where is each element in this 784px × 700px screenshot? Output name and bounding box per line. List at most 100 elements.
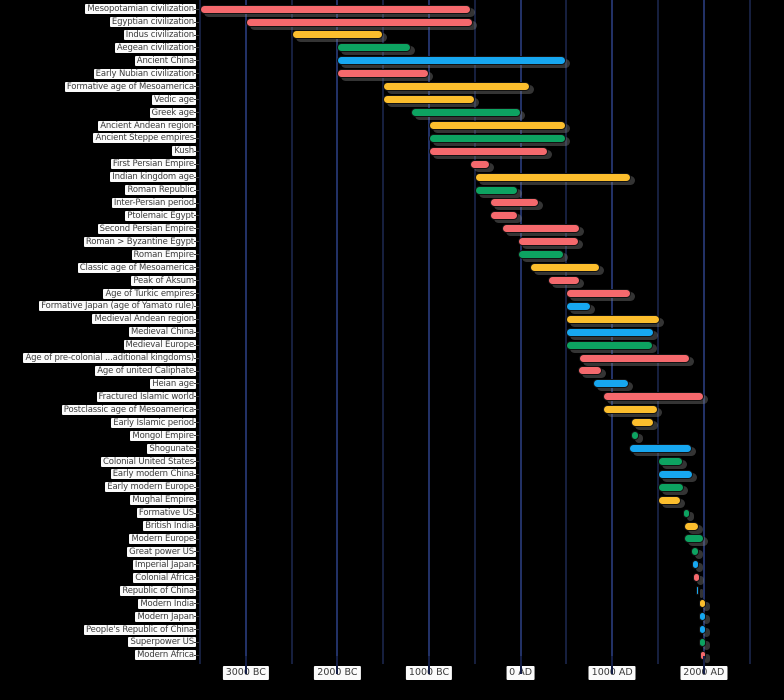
y-tick xyxy=(194,305,199,307)
row-label: Shogunate xyxy=(147,443,196,454)
row-label: Early modern Europe xyxy=(105,482,196,493)
y-tick xyxy=(194,254,199,256)
y-tick xyxy=(194,551,199,553)
timeline-bar xyxy=(683,521,699,531)
y-tick xyxy=(194,150,199,152)
timeline-bar xyxy=(593,379,630,389)
timeline-bar xyxy=(490,211,518,221)
timeline-bar xyxy=(683,508,691,518)
y-tick xyxy=(194,577,199,579)
y-tick xyxy=(194,60,199,62)
y-tick xyxy=(194,280,199,282)
timeline-bar xyxy=(658,482,684,492)
major-gridline xyxy=(244,0,247,664)
x-tick xyxy=(702,656,705,674)
row-label: Early Islamic period xyxy=(111,417,196,428)
timeline-bar xyxy=(410,107,521,117)
row-label: Age of pre-colonial ...aditional kingdom… xyxy=(23,353,196,364)
timeline-bar xyxy=(245,17,473,27)
minor-gridline xyxy=(473,0,476,664)
y-tick xyxy=(194,137,199,139)
timeline-bar xyxy=(566,288,631,298)
y-tick xyxy=(194,241,199,243)
y-tick xyxy=(194,21,199,23)
row-label: Ptolemaic Egypt xyxy=(125,210,196,221)
row-label: People's Republic of China xyxy=(83,624,196,635)
row-label: Imperial Japan xyxy=(132,559,196,570)
timeline-bar xyxy=(579,353,691,363)
row-label: Medieval Andean region xyxy=(92,314,196,325)
row-label: Modern Japan xyxy=(135,611,196,622)
row-label: Ancient Steppe empires xyxy=(93,133,196,144)
minor-gridline xyxy=(657,0,659,664)
minor-gridline xyxy=(290,0,293,664)
timeline-bar xyxy=(691,547,699,557)
row-label: Egyptian civilization xyxy=(109,17,196,28)
row-label: Formative US xyxy=(136,508,196,519)
timeline-bar xyxy=(470,159,491,169)
timeline-bar xyxy=(698,637,706,647)
timeline-bar xyxy=(337,43,411,53)
y-tick xyxy=(194,267,199,269)
row-label: Roman Empire xyxy=(131,249,196,260)
major-gridline xyxy=(519,0,522,664)
row-label: Postclassic age of Mesoamerica xyxy=(61,404,196,415)
timeline-bar xyxy=(517,237,580,247)
row-label: Mesopotamian civilization xyxy=(85,4,196,15)
timeline-bar xyxy=(429,133,567,143)
y-tick xyxy=(194,331,199,333)
row-label: Age of Turkic empires xyxy=(103,288,196,299)
timeline-bar xyxy=(474,172,631,182)
timeline-bar xyxy=(698,611,706,621)
y-tick xyxy=(194,73,199,75)
y-tick xyxy=(194,616,199,618)
x-tick xyxy=(611,656,614,674)
timeline-bar xyxy=(631,431,640,441)
timeline-bar xyxy=(429,120,567,130)
row-label: Early modern China xyxy=(110,469,196,480)
x-tick xyxy=(244,656,247,674)
timeline-bar xyxy=(383,95,475,105)
timeline-bar xyxy=(695,586,700,596)
timeline-bar xyxy=(698,599,706,609)
y-tick xyxy=(194,215,199,217)
x-tick xyxy=(519,656,522,674)
timeline-bar xyxy=(337,56,567,66)
y-tick xyxy=(194,473,199,475)
row-label: Colonial United States xyxy=(101,456,196,467)
row-label: Formative Japan (age of Yamato rule) xyxy=(39,301,196,312)
row-label: Heian age xyxy=(150,378,196,389)
y-tick xyxy=(194,629,199,630)
row-label: Classic age of Mesoamerica xyxy=(77,262,196,273)
y-tick xyxy=(194,176,199,178)
y-tick xyxy=(194,641,199,643)
y-tick xyxy=(194,512,199,514)
timeline-bar xyxy=(683,534,704,544)
row-label: Great power US xyxy=(127,546,196,557)
y-tick xyxy=(194,86,199,88)
timeline-bar xyxy=(603,405,658,415)
minor-gridline xyxy=(199,0,201,664)
row-label: Second Persian Empire xyxy=(97,223,196,234)
timeline-bar xyxy=(337,69,429,79)
y-tick xyxy=(194,112,199,114)
y-tick xyxy=(194,590,199,592)
y-tick xyxy=(194,435,199,437)
row-label: British India xyxy=(143,521,196,532)
timeline-bar xyxy=(578,366,603,376)
timeline-bar xyxy=(429,146,549,156)
timeline-bar xyxy=(490,198,539,208)
row-label: Fractured Islamic world xyxy=(96,391,196,402)
row-label: Republic of China xyxy=(120,585,196,596)
y-tick xyxy=(194,99,199,101)
y-tick xyxy=(194,461,199,462)
row-label: Colonial Africa xyxy=(133,572,196,583)
y-tick xyxy=(194,525,199,527)
y-tick xyxy=(194,538,199,540)
timeline-bar xyxy=(658,456,684,466)
y-tick xyxy=(194,370,199,372)
row-label: Mughal Empire xyxy=(130,495,196,506)
y-tick xyxy=(194,603,199,605)
row-label: Indian kingdom age xyxy=(110,172,196,183)
row-label: Roman Republic xyxy=(125,185,196,196)
